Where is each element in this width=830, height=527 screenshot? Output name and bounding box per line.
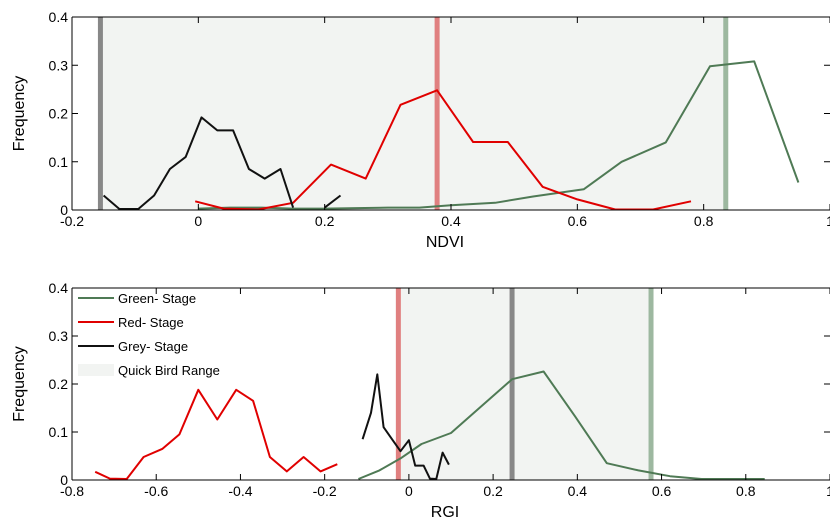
legend-label-red-stage: Red- Stage xyxy=(118,315,184,330)
rgi-x-tick-label: -0.8 xyxy=(60,483,84,499)
rgi-y-tick-label: 0.2 xyxy=(49,376,69,392)
rgi-x-tick-label: -0.4 xyxy=(228,483,252,499)
ndvi-y-tick-label: 0 xyxy=(60,202,68,218)
ndvi-x-tick-label: 0.6 xyxy=(568,213,588,229)
rgi-x-tick-label: 1 xyxy=(826,483,830,499)
ndvi-x-tick-label: 0.2 xyxy=(315,213,335,229)
rgi-y-tick-label: 0.4 xyxy=(49,280,69,296)
rgi-series-green-stage-0 xyxy=(358,370,765,480)
rgi-x-tick-label: -0.2 xyxy=(313,483,337,499)
legend-label-grey-stage: Grey- Stage xyxy=(118,339,188,354)
rgi-series-red-stage-1 xyxy=(94,388,338,480)
legend-label-green-stage: Green- Stage xyxy=(118,291,196,306)
rgi-x-tick-label: 0 xyxy=(405,483,413,499)
rgi-x-tick-label: -0.6 xyxy=(144,483,168,499)
rgi-y-tick-label: 0 xyxy=(60,472,68,488)
rgi-x-tick-label: 0.6 xyxy=(652,483,672,499)
ndvi-y-tick-label: 0.4 xyxy=(49,9,69,25)
rgi-panel: -0.8 -0.6 -0.4 -0.2 0 0.2 0.4 0.6 0.8 1 0 0.1 0.2 0.3… xyxy=(11,280,830,521)
ndvi-range-band xyxy=(100,17,726,210)
legend: Green- Stage Red- Stage Grey- Stage Quick B… xyxy=(78,291,220,378)
ndvi-y-tick-label: 0.1 xyxy=(49,154,69,170)
ndvi-x-tick-label: -0.2 xyxy=(60,213,84,229)
ndvi-y-tick-label: 0.2 xyxy=(49,106,69,122)
rgi-x-axis-label: RGI xyxy=(431,504,459,521)
rgi-x-tick-label: 0.4 xyxy=(568,483,588,499)
ndvi-series-grey-stage-3 xyxy=(324,194,342,209)
ndvi-x-tick-label: 0 xyxy=(194,213,202,229)
rgi-range-band xyxy=(398,288,652,480)
rgi-x-tick-label: 0.2 xyxy=(483,483,503,499)
rgi-y-tick-label: 0.1 xyxy=(49,424,69,440)
ndvi-x-tick-label: 1 xyxy=(826,213,830,229)
rgi-y-axis-label: Frequency xyxy=(11,346,28,422)
legend-swatch-quick-bird-range xyxy=(78,364,114,376)
ndvi-x-tick-label: 0.4 xyxy=(441,213,461,229)
ndvi-x-axis-label: NDVI xyxy=(426,234,464,251)
rgi-y-tick-label: 0.3 xyxy=(49,328,69,344)
ndvi-panel: -0.200.20.40.60.8100.10.20.30.4NDVIFrequ… xyxy=(11,9,830,251)
ndvi-series-grey-stage-2 xyxy=(102,116,295,210)
ndvi-x-tick-label: 0.8 xyxy=(694,213,714,229)
ndvi-y-tick-label: 0.3 xyxy=(49,57,69,73)
ndvi-y-axis-label: Frequency xyxy=(11,76,28,152)
rgi-series-grey-stage-2 xyxy=(361,373,450,480)
rgi-x-tick-label: 0.8 xyxy=(736,483,756,499)
ndvi-series-red-stage-1 xyxy=(194,89,692,211)
legend-label-quick-bird-range: Quick Bird Range xyxy=(118,363,220,378)
